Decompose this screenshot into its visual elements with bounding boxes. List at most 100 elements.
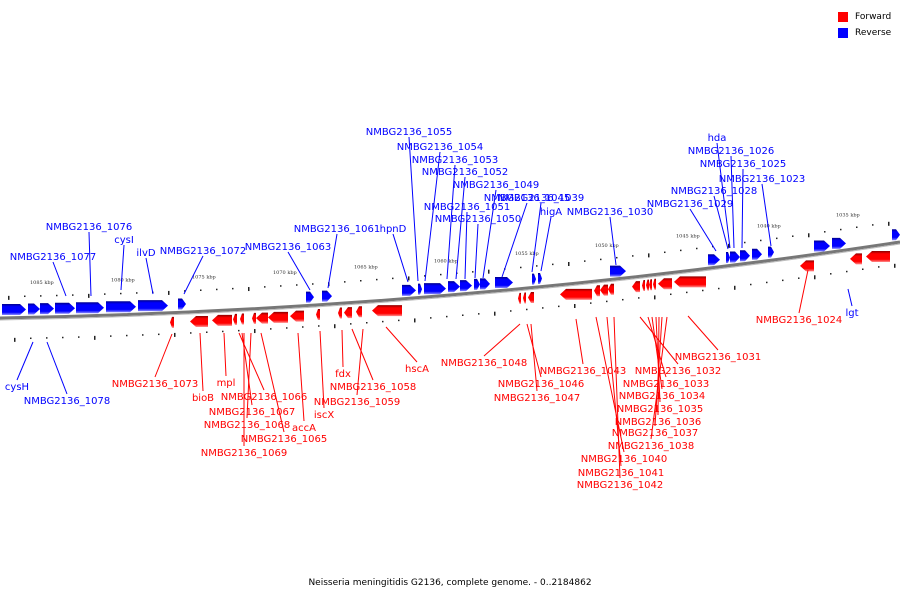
gene-label[interactable]: hpnD (380, 224, 407, 235)
gene-label[interactable]: NMBG2136_1077 (10, 252, 96, 263)
reverse-gene[interactable] (138, 300, 168, 312)
gene-label[interactable]: NMBG2136_1041 (578, 468, 664, 479)
gene-label[interactable]: NMBG2136_1067 (209, 407, 295, 418)
forward-gene[interactable] (190, 315, 208, 327)
reverse-gene[interactable] (402, 284, 416, 296)
forward-gene[interactable] (646, 279, 649, 291)
forward-gene[interactable] (653, 278, 656, 290)
reverse-gene[interactable] (306, 291, 314, 303)
reverse-gene[interactable] (814, 240, 830, 252)
forward-gene[interactable] (866, 251, 890, 263)
gene-label[interactable]: NMBG2136_1026 (688, 146, 774, 157)
gene-label[interactable]: NMBG2136_1072 (160, 246, 246, 257)
gene-label[interactable]: NMBG2136_1029 (647, 199, 733, 210)
gene-label[interactable]: NMBG2136_1061 (294, 224, 380, 235)
reverse-gene[interactable] (730, 251, 740, 263)
gene-label[interactable]: NMBG2136_1076 (46, 222, 132, 233)
gene-label[interactable]: NMBG2136_1043 (540, 366, 626, 377)
gene-label[interactable]: accA (292, 423, 316, 434)
gene-label[interactable]: NMBG2136_1069 (201, 448, 287, 459)
gene-label[interactable]: NMBG2136_1058 (330, 382, 416, 393)
gene-label[interactable]: higA (540, 207, 562, 218)
gene-label[interactable]: NMBG2136_1055 (366, 127, 452, 138)
gene-label[interactable]: NMBG2136_1053 (412, 155, 498, 166)
forward-gene[interactable] (268, 311, 288, 323)
gene-label[interactable]: NMBG2136_1033 (623, 379, 709, 390)
gene-label[interactable]: NMBG2136_1039 (498, 193, 584, 204)
forward-gene[interactable] (528, 291, 534, 303)
reverse-gene[interactable] (832, 237, 846, 249)
gene-label[interactable]: cysI (114, 235, 134, 246)
gene-label[interactable]: hscA (405, 364, 429, 375)
forward-gene[interactable] (233, 313, 237, 325)
gene-label[interactable]: NMBG2136_1035 (617, 404, 703, 415)
gene-label[interactable]: NMBG2136_1048 (441, 358, 527, 369)
reverse-gene[interactable] (322, 290, 332, 302)
forward-gene[interactable] (338, 307, 342, 319)
gene-label[interactable]: NMBG2136_1032 (635, 366, 721, 377)
reverse-gene[interactable] (495, 277, 513, 289)
gene-label[interactable]: NMBG2136_1025 (700, 159, 786, 170)
reverse-gene[interactable] (55, 302, 75, 314)
gene-label[interactable]: NMBG2136_1028 (671, 186, 757, 197)
gene-label[interactable]: ilvD (136, 248, 155, 259)
forward-gene[interactable] (594, 285, 600, 297)
forward-gene[interactable] (632, 281, 640, 293)
gene-label[interactable]: NMBG2136_1031 (675, 352, 761, 363)
gene-label[interactable]: NMBG2136_1024 (756, 315, 842, 326)
reverse-gene[interactable] (726, 252, 730, 264)
forward-gene[interactable] (800, 260, 814, 272)
reverse-gene[interactable] (708, 254, 720, 266)
reverse-gene[interactable] (28, 303, 40, 315)
reverse-gene[interactable] (480, 278, 490, 290)
reverse-gene[interactable] (474, 278, 480, 290)
forward-gene[interactable] (674, 276, 706, 288)
gene-label[interactable]: NMBG2136_1042 (577, 480, 663, 491)
gene-label[interactable]: fdx (335, 369, 351, 380)
gene-label[interactable]: NMBG2136_1040 (581, 454, 667, 465)
forward-gene[interactable] (372, 305, 402, 317)
forward-gene[interactable] (240, 313, 244, 325)
forward-gene[interactable] (252, 312, 256, 324)
reverse-gene[interactable] (424, 283, 446, 295)
reverse-gene[interactable] (610, 265, 626, 277)
forward-gene[interactable] (658, 278, 672, 290)
gene-label[interactable]: NMBG2136_1052 (422, 167, 508, 178)
forward-gene[interactable] (290, 310, 304, 322)
reverse-gene[interactable] (752, 248, 762, 260)
reverse-gene[interactable] (538, 272, 542, 284)
reverse-gene[interactable] (76, 302, 104, 314)
forward-gene[interactable] (608, 283, 614, 295)
reverse-gene[interactable] (532, 273, 536, 285)
gene-label[interactable]: NMBG2136_1073 (112, 379, 198, 390)
forward-gene[interactable] (518, 292, 521, 304)
reverse-gene[interactable] (892, 229, 900, 241)
forward-gene[interactable] (560, 288, 592, 300)
gene-label[interactable]: NMBG2136_1066 (221, 392, 307, 403)
gene-label[interactable]: iscX (314, 410, 334, 421)
reverse-gene[interactable] (106, 301, 136, 313)
gene-label[interactable]: NMBG2136_1045 (484, 193, 570, 204)
forward-gene[interactable] (642, 280, 645, 292)
forward-gene[interactable] (212, 314, 232, 326)
gene-label[interactable]: NMBG2136_1078 (24, 396, 110, 407)
gene-label[interactable]: NMBG2136_1046 (498, 379, 584, 390)
gene-label[interactable]: hda (708, 133, 727, 144)
reverse-gene[interactable] (460, 280, 472, 292)
reverse-gene[interactable] (178, 298, 186, 310)
gene-label[interactable]: cysH (5, 382, 29, 393)
forward-gene[interactable] (523, 292, 526, 304)
forward-gene[interactable] (170, 316, 174, 328)
gene-label[interactable]: NMBG2136_1034 (619, 391, 705, 402)
reverse-gene[interactable] (740, 250, 750, 262)
gene-label[interactable]: NMBG2136_1059 (314, 397, 400, 408)
gene-label[interactable]: NMBG2136_1050 (435, 214, 521, 225)
gene-label[interactable]: NMBG2136_1030 (567, 207, 653, 218)
forward-gene[interactable] (356, 306, 362, 318)
forward-gene[interactable] (850, 253, 862, 265)
forward-gene[interactable] (316, 308, 320, 320)
forward-gene[interactable] (600, 284, 608, 296)
gene-label[interactable]: NMBG2136_1068 (204, 420, 290, 431)
gene-label[interactable]: NMBG2136_1036 (615, 417, 701, 428)
gene-label[interactable]: mpl (217, 378, 236, 389)
